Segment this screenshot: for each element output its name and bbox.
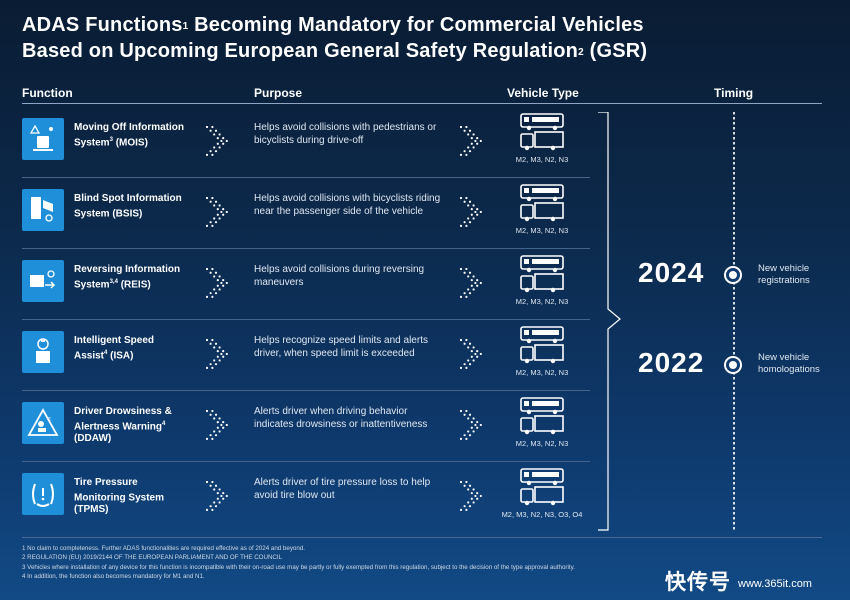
vehicle-bus-truck-icon (515, 254, 569, 294)
vehicle-type-list: M2, M3, N2, N3, O3, O4 (501, 510, 583, 519)
header-vehicle-type: Vehicle Type (507, 86, 579, 100)
timeline-line (733, 112, 735, 530)
vehicle-type-list: M2, M3, N2, N3 (515, 368, 569, 377)
function-name: Driver Drowsiness & Alertness Warning4 (DD… (74, 406, 172, 445)
dotted-arrow-icon (205, 125, 228, 156)
vehicle-type-list: M2, M3, N2, N3 (515, 226, 569, 235)
function-row: Blind Spot Information System (BSIS) Helps… (0, 179, 600, 249)
function-purpose: Alerts driver of tire pressure loss to h… (254, 477, 431, 501)
function-row: Tire Pressure Monitoring System (TPMS) Aler… (0, 463, 600, 533)
header-divider (22, 103, 822, 104)
year-2024: 2024 (638, 257, 705, 288)
row-divider (22, 248, 590, 249)
footnote: 4 In addition, the function also becomes… (22, 573, 205, 581)
vehicle-bus-truck-icon (515, 183, 569, 223)
function-name: Moving Off Information System3 (MOIS) (74, 122, 184, 149)
vehicle-type-list: M2, M3, N2, N3 (515, 155, 569, 164)
title-line-2: Based on Upcoming European General Safet… (22, 40, 648, 62)
tire-pressure-icon (22, 473, 64, 515)
dotted-arrow-icon (459, 338, 482, 369)
dotted-arrow-icon (459, 480, 482, 511)
watermark-url: www.365it.com (738, 578, 812, 590)
function-row: Reversing Information System3,4 (REIS) Hel… (0, 250, 600, 320)
function-name: Reversing Information System3,4 (REIS) (74, 264, 181, 291)
function-purpose: Helps avoid collisions with bicyclists r… (254, 193, 441, 217)
dotted-arrow-icon (459, 267, 482, 298)
vehicle-bus-truck-icon (515, 325, 569, 365)
drowsiness-warning-icon: z (22, 402, 64, 444)
timing-label-2022: New vehicle homologations (758, 352, 820, 375)
column-headers: Function Purpose Vehicle Type Timing (0, 86, 850, 104)
title-line-1: ADAS Functions1 Becoming Mandatory for C… (22, 14, 644, 36)
header-function: Function (22, 86, 73, 100)
blind-spot-icon (22, 189, 64, 231)
dotted-arrow-icon (459, 409, 482, 440)
svg-text:z: z (48, 417, 51, 423)
year-2022: 2022 (638, 347, 705, 378)
dotted-arrow-icon (205, 338, 228, 369)
dotted-arrow-icon (459, 196, 482, 227)
footnote: 3 Vehicles where installation of any dev… (22, 563, 575, 571)
function-purpose: Alerts driver when driving behavior indi… (254, 406, 428, 430)
footnote: 1 No claim to completeness. Further ADAS… (22, 545, 305, 552)
header-purpose: Purpose (254, 86, 303, 100)
timeline-marker-icon (724, 356, 742, 374)
function-row: z Driver Drowsiness & Alertness Warning4 (D… (0, 392, 600, 462)
timing-label-2024: New vehicle registrations (758, 263, 810, 286)
page-title: ADAS Functions1 Becoming Mandatory for C… (22, 12, 822, 64)
moving-off-icon (22, 118, 64, 160)
dotted-arrow-icon (205, 409, 228, 440)
function-name: Intelligent Speed Assist4 (ISA) (74, 335, 155, 362)
row-divider (22, 461, 590, 462)
vehicle-type-list: M2, M3, N2, N3 (515, 439, 569, 448)
vehicle-type-list: M2, M3, N2, N3 (515, 297, 569, 306)
speed-limit-icon (22, 331, 64, 373)
footer-divider (22, 537, 822, 538)
vehicle-bus-truck-icon (515, 467, 569, 507)
function-name: Blind Spot Information System (BSIS) (74, 193, 182, 220)
dotted-arrow-icon (205, 196, 228, 227)
dotted-arrow-icon (459, 125, 482, 156)
vehicle-bus-truck-icon (515, 396, 569, 436)
watermark-text: 快传号 (665, 571, 731, 594)
footnote: 2 REGULATION (EU) 2019/2144 OF THE EUROP… (22, 554, 283, 562)
row-divider (22, 319, 590, 320)
function-purpose: Helps recognize speed limits and alerts … (254, 335, 428, 359)
function-row: Intelligent Speed Assist4 (ISA) Helps reco… (0, 321, 600, 391)
dotted-arrow-icon (205, 480, 228, 511)
row-divider (22, 390, 590, 391)
vehicle-bus-truck-icon (515, 112, 569, 152)
function-row: Moving Off Information System3 (MOIS) Help… (0, 108, 600, 178)
header-timing: Timing (714, 86, 754, 100)
footnotes: 1 No claim to completeness. Further ADAS… (22, 544, 702, 582)
function-name: Tire Pressure Monitoring System (TPMS) (74, 477, 165, 516)
function-purpose: Helps avoid collisions with pedestrians … (254, 122, 437, 146)
reversing-icon (22, 260, 64, 302)
row-divider (22, 177, 590, 178)
dotted-arrow-icon (205, 267, 228, 298)
bracket-icon (598, 112, 621, 531)
function-purpose: Helps avoid collisions during reversing … (254, 264, 425, 288)
timeline-marker-icon (724, 266, 742, 284)
